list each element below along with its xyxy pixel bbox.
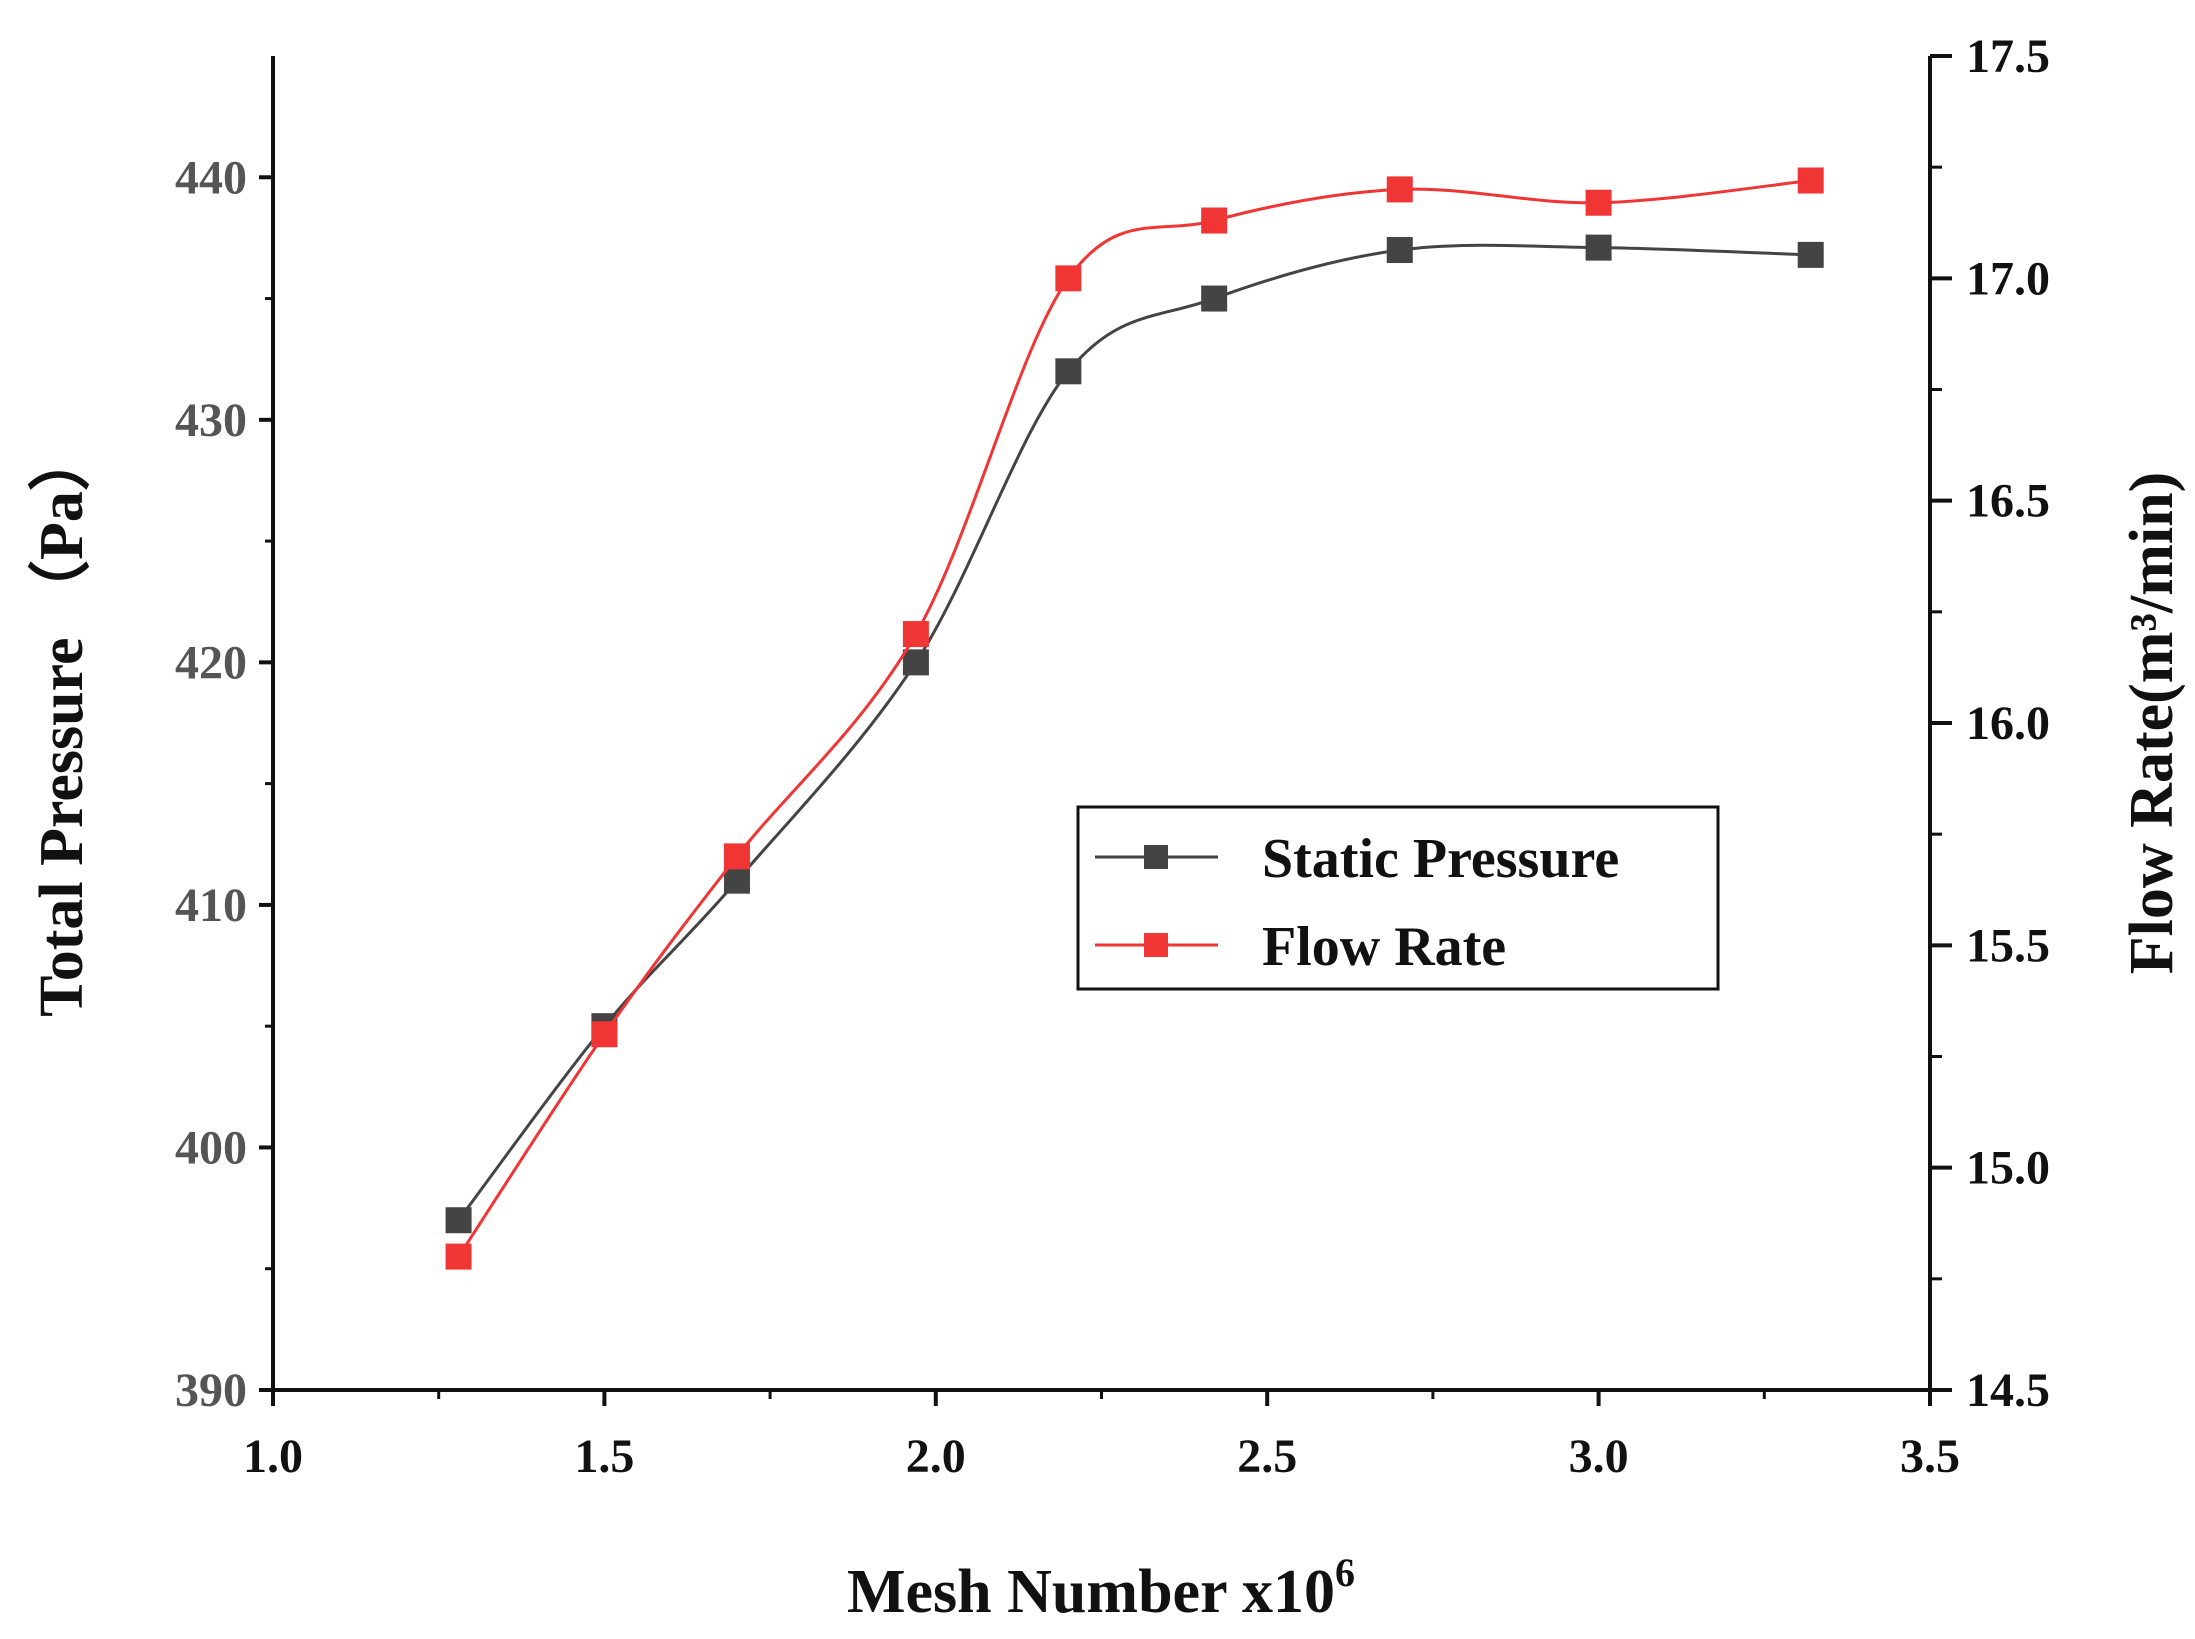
x-tick-label: 1.0	[243, 1430, 303, 1483]
data-point-flow-rate	[1797, 167, 1824, 194]
legend: Static Pressure Flow Rate	[1076, 805, 1720, 991]
data-point-static-pressure	[723, 867, 750, 894]
y2-tick-label: 15.0	[1966, 1142, 2050, 1195]
x-tick-label: 1.5	[574, 1430, 634, 1483]
x-tick-label: 3.5	[1900, 1430, 1960, 1483]
x-tick-label: 2.5	[1237, 1430, 1297, 1483]
data-point-flow-rate	[902, 621, 929, 648]
y-tick-label: 410	[175, 879, 247, 932]
y-ticks: 390 400 410 420 430 440	[175, 151, 273, 1417]
data-point-flow-rate	[591, 1021, 618, 1048]
y-axis-title: Total Pressure （Pa）	[26, 429, 96, 1017]
data-point-static-pressure	[1585, 234, 1612, 261]
x-tick-label: 2.0	[906, 1430, 966, 1483]
data-point-static-pressure	[1797, 241, 1824, 268]
data-point-flow-rate	[1055, 265, 1082, 292]
y2-tick-label: 17.0	[1966, 252, 2050, 305]
data-point-static-pressure	[1386, 237, 1413, 264]
y2-ticks: 14.5 15.0 15.5 16.0 16.5 17.0 17.5	[1930, 30, 2050, 1417]
x-axis-title-main: Mesh Number x10	[847, 1558, 1335, 1626]
data-point-flow-rate	[445, 1243, 472, 1270]
data-point-flow-rate	[1201, 207, 1228, 234]
data-point-static-pressure	[445, 1207, 472, 1234]
y2-axis-title: Flow Rate(m³/min)	[2118, 472, 2186, 974]
data-point-static-pressure	[902, 649, 929, 676]
y-tick-label: 420	[175, 636, 247, 689]
legend-marker-static-pressure	[1144, 845, 1168, 869]
y-tick-label: 440	[175, 151, 247, 204]
y2-tick-label: 16.5	[1966, 475, 2050, 528]
y2-tick-label: 14.5	[1966, 1364, 2050, 1417]
y-tick-label: 430	[175, 394, 247, 447]
y2-tick-label: 16.0	[1966, 697, 2050, 750]
data-point-flow-rate	[723, 843, 750, 870]
y-tick-label: 400	[175, 1121, 247, 1174]
data-point-static-pressure	[1201, 285, 1228, 312]
series-line-flow-rate	[457, 179, 1811, 1258]
series-layer	[445, 167, 1824, 1270]
data-point-flow-rate	[1386, 176, 1413, 203]
legend-marker-flow-rate	[1144, 933, 1168, 957]
data-point-flow-rate	[1585, 189, 1612, 216]
y-tick-label: 390	[175, 1364, 247, 1417]
x-axis-title-exponent: 6	[1335, 1550, 1355, 1595]
data-point-static-pressure	[1055, 358, 1082, 385]
y2-tick-label: 17.5	[1966, 30, 2050, 83]
legend-label-flow-rate: Flow Rate	[1262, 916, 1506, 978]
legend-box	[1076, 805, 1720, 991]
x-axis-title: Mesh Number x106	[847, 1550, 1355, 1626]
y2-tick-label: 15.5	[1966, 919, 2050, 972]
x-tick-label: 3.0	[1569, 1430, 1629, 1483]
x-ticks: 1.0 1.5 2.0 2.5 3.0 3.5	[243, 1390, 1960, 1483]
legend-label-static-pressure: Static Pressure	[1262, 828, 1619, 890]
